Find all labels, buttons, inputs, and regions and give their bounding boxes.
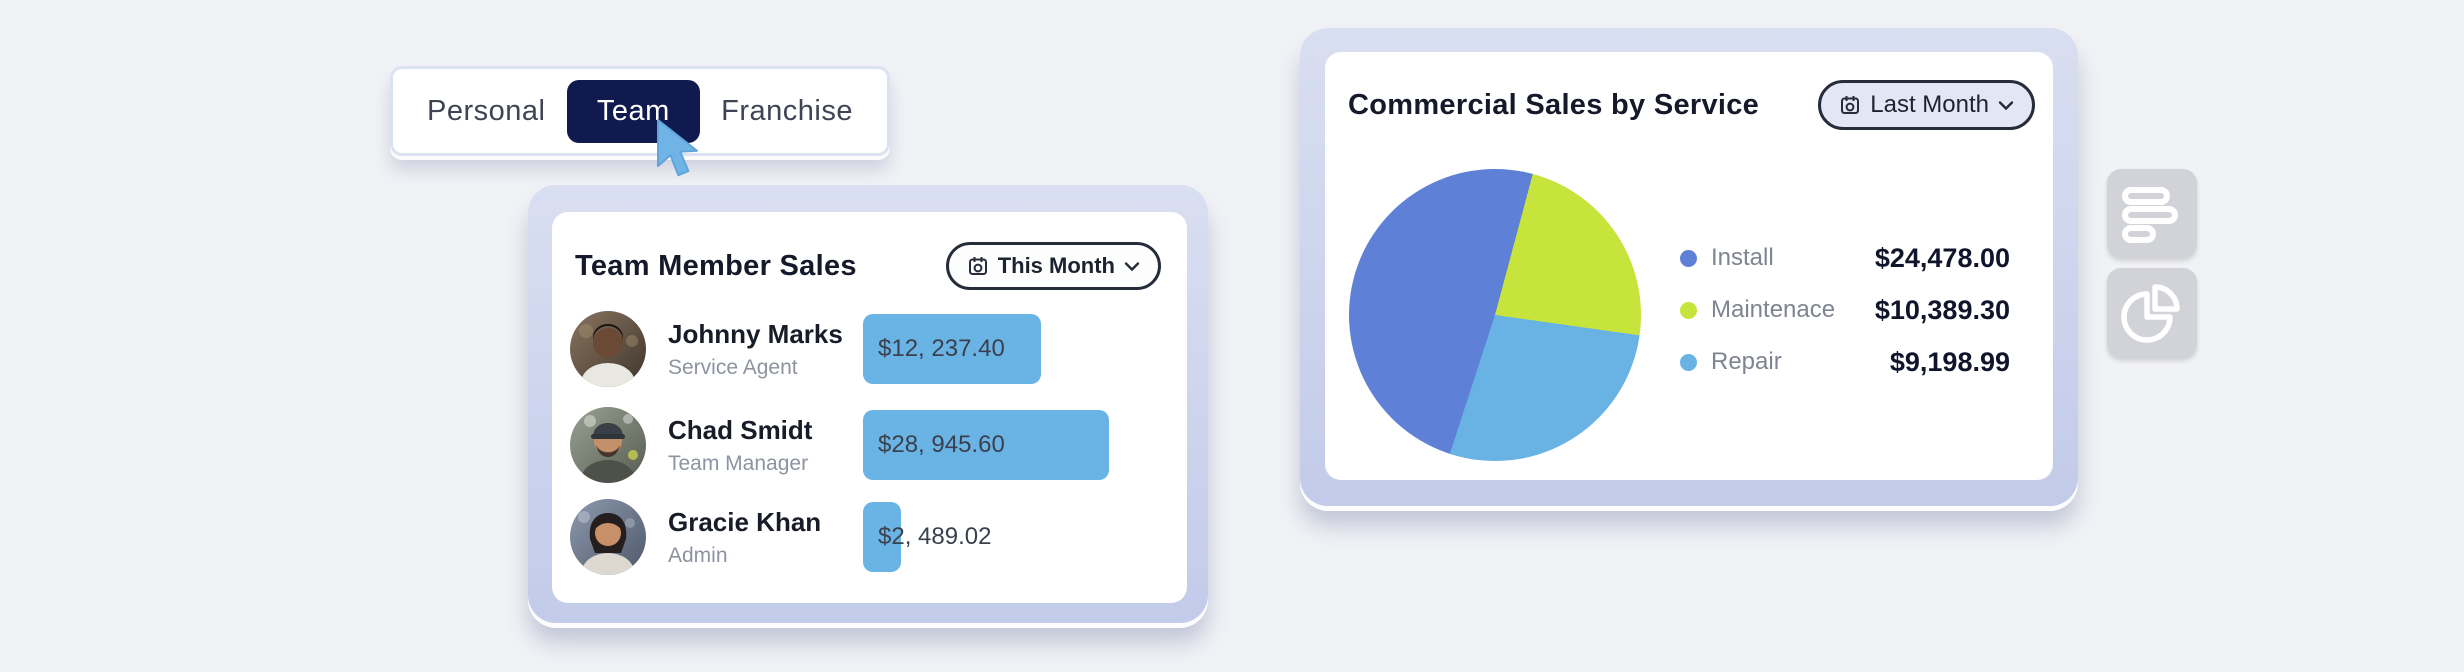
team-period-dropdown[interactable]: This Month bbox=[945, 242, 1161, 290]
team-member-row: Gracie Khan Admin $2, 489.02 bbox=[570, 499, 1167, 575]
member-role: Service Agent bbox=[668, 355, 798, 379]
member-role: Admin bbox=[668, 543, 728, 567]
sales-bar bbox=[863, 502, 901, 572]
pie-chart-icon bbox=[2120, 281, 2184, 345]
repair-dot-icon bbox=[1680, 353, 1697, 371]
tab-team[interactable]: Team bbox=[566, 79, 700, 143]
pie-chart bbox=[1349, 169, 1641, 461]
member-name: Gracie Khan bbox=[668, 506, 822, 537]
commercial-period-label: Last Month bbox=[1870, 91, 1989, 118]
chevron-down-icon bbox=[1124, 261, 1140, 272]
maintenance-dot-icon bbox=[1680, 301, 1697, 319]
member-name: Chad Smidt bbox=[668, 414, 813, 445]
avatar bbox=[570, 407, 646, 483]
team-member-row: Chad Smidt Team Manager $28, 945.60 bbox=[570, 407, 1167, 483]
tab-personal[interactable]: Personal bbox=[427, 94, 546, 127]
commercial-period-dropdown[interactable]: Last Month bbox=[1818, 80, 2035, 130]
pie-chart-view-button[interactable] bbox=[2107, 268, 2197, 358]
team-member-sales-card: Team Member Sales This Month bbox=[528, 185, 1208, 623]
install-dot-icon bbox=[1680, 249, 1697, 267]
sales-bar bbox=[863, 314, 1041, 384]
avatar bbox=[570, 499, 646, 575]
team-card-title: Team Member Sales bbox=[575, 249, 857, 282]
mouse-pointer-icon bbox=[652, 118, 706, 187]
member-name: Johnny Marks bbox=[668, 318, 843, 349]
sales-bar bbox=[863, 410, 1109, 480]
sales-amount: $12, 237.40 bbox=[878, 335, 1005, 362]
legend-item-install: Install $24,478.00 bbox=[1680, 238, 2010, 278]
commercial-sales-card: Commercial Sales by Service Last Month bbox=[1300, 28, 2078, 506]
chevron-down-icon bbox=[1998, 100, 2014, 111]
calendar-icon bbox=[1839, 94, 1861, 116]
sales-amount: $28, 945.60 bbox=[878, 431, 1005, 458]
team-member-row: Johnny Marks Service Agent $12, 237.40 bbox=[570, 311, 1167, 387]
sales-amount: $2, 489.02 bbox=[878, 523, 992, 550]
tab-franchise[interactable]: Franchise bbox=[721, 94, 853, 127]
member-role: Team Manager bbox=[668, 451, 809, 475]
team-period-label: This Month bbox=[997, 253, 1115, 278]
calendar-icon bbox=[967, 255, 989, 277]
commercial-card-title: Commercial Sales by Service bbox=[1348, 88, 1760, 121]
avatar bbox=[570, 311, 646, 387]
bar-chart-icon bbox=[2121, 184, 2183, 244]
bar-chart-view-button[interactable] bbox=[2107, 169, 2197, 258]
view-tab-bar: Personal Team Franchise bbox=[390, 66, 890, 156]
legend-item-maintenance: Maintenace $10,389.30 bbox=[1680, 290, 2010, 330]
legend-item-repair: Repair $9,198.99 bbox=[1680, 342, 2010, 382]
